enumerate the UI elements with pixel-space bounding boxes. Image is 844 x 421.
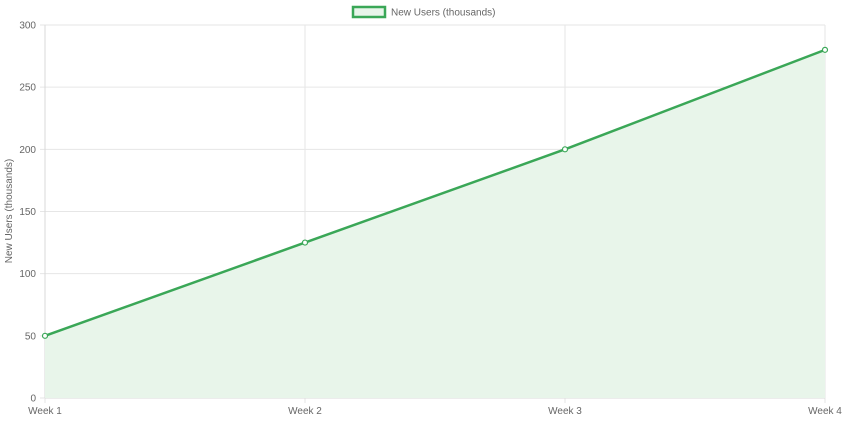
y-tick-label: 250 (19, 83, 36, 94)
data-points-layer (41, 46, 829, 339)
series-line (43, 48, 827, 338)
y-tick-label: 200 (19, 145, 36, 156)
y-tick-label: 0 (30, 394, 36, 405)
data-point[interactable] (301, 239, 309, 246)
x-tick-label: Week 1 (28, 406, 62, 417)
y-axis-title: New Users (thousands) (4, 159, 15, 263)
x-tick-label: Week 2 (288, 406, 322, 417)
data-point[interactable] (561, 146, 569, 153)
series-area (45, 49, 825, 398)
y-tick-label: 50 (25, 331, 37, 342)
y-axis-ticks: 0 50 100 150 200 250 300 (19, 21, 36, 405)
legend-swatch[interactable] (351, 5, 387, 19)
x-axis-ticks: Week 1 Week 2 Week 3 Week 4 (28, 406, 842, 417)
legend[interactable]: New Users (thousands) (351, 5, 495, 19)
x-tick-label: Week 4 (808, 406, 842, 417)
series-line-layer (43, 48, 827, 338)
data-point[interactable] (41, 332, 49, 339)
legend-label[interactable]: New Users (thousands) (391, 8, 495, 19)
y-tick-label: 150 (19, 207, 36, 218)
y-tick-label: 300 (19, 21, 36, 32)
data-point[interactable] (821, 46, 829, 53)
x-tick-label: Week 3 (548, 406, 582, 417)
area-fill-layer (45, 49, 825, 398)
y-tick-label: 100 (19, 269, 36, 280)
